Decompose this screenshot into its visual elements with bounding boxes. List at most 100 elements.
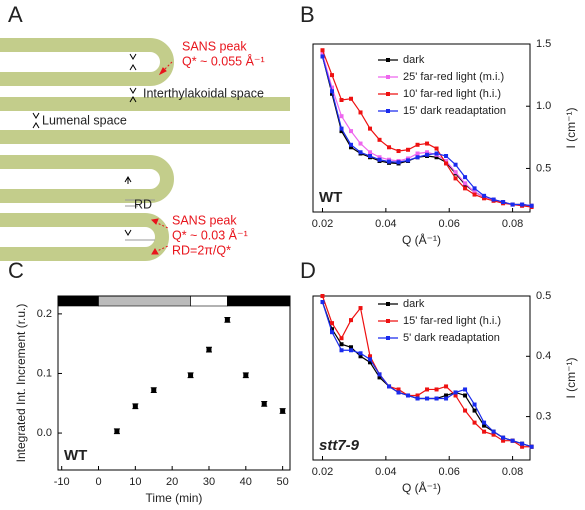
y-tick-label: 0.1 (37, 367, 52, 379)
y-axis-label: Integrated Int. Increment (r.u.) (14, 304, 28, 463)
point (463, 408, 468, 413)
point (330, 321, 335, 326)
arrows (32, 53, 155, 241)
point (377, 137, 382, 142)
legend-marker (386, 75, 390, 79)
point (406, 393, 411, 398)
y-tick-label: 1.0 (536, 100, 551, 112)
point (339, 348, 344, 353)
legend-label: dark (403, 54, 425, 66)
point (520, 444, 525, 449)
x-tick-label: 0.08 (502, 218, 523, 230)
point (501, 200, 506, 205)
legend-label: 10' far-red light (h.i.) (403, 88, 501, 100)
x-axis-label: Time (min) (146, 491, 203, 505)
point (463, 181, 468, 186)
point (434, 146, 439, 151)
point (224, 317, 230, 323)
point (453, 170, 458, 175)
inset-label: stt7-9 (319, 437, 360, 454)
panel-letter: D (300, 258, 316, 283)
point (520, 202, 525, 207)
point (320, 300, 325, 305)
point (434, 387, 439, 392)
point (444, 161, 449, 166)
point (463, 175, 468, 180)
point (529, 203, 534, 208)
phase-bar (227, 295, 291, 307)
x-tick-label: 0.02 (312, 218, 333, 230)
point (320, 54, 325, 59)
point (396, 387, 401, 392)
plot-frame (312, 295, 531, 461)
point (387, 159, 392, 164)
point (330, 91, 335, 96)
x-tick-label: 0 (95, 476, 101, 488)
x-tick-label: -10 (54, 476, 70, 488)
point (387, 384, 392, 389)
thylakoid (0, 97, 290, 144)
point (330, 327, 335, 332)
point (444, 158, 449, 163)
legend-label: dark (403, 298, 425, 310)
point (453, 390, 458, 395)
point (444, 154, 449, 158)
point (280, 408, 286, 414)
point (339, 129, 344, 134)
point (406, 158, 411, 163)
point (472, 408, 477, 413)
point (529, 444, 534, 449)
point (472, 186, 477, 191)
point (396, 149, 401, 154)
x-tick-label: 30 (203, 476, 215, 488)
point (339, 126, 344, 131)
y-tick-label: 0.4 (536, 350, 551, 362)
legend-marker (386, 109, 390, 113)
panel-letter: B (300, 2, 315, 27)
point (463, 387, 468, 392)
plot-frame (312, 43, 531, 213)
point (453, 393, 458, 398)
point (472, 420, 477, 425)
point (320, 294, 325, 298)
point (368, 126, 373, 131)
point (425, 387, 430, 392)
x-tick-label: 20 (166, 476, 178, 488)
point (425, 152, 430, 157)
legend-label: 5' dark readaptation (403, 332, 500, 344)
legend-marker (386, 302, 390, 306)
point (368, 354, 373, 359)
point (425, 150, 430, 155)
point (320, 48, 325, 53)
point (453, 162, 458, 167)
point (243, 372, 249, 378)
x-tick-label: 40 (240, 476, 252, 488)
thylakoid (0, 38, 174, 86)
x-tick-label: 50 (277, 476, 289, 488)
legend-marker (386, 92, 390, 96)
point (482, 420, 487, 425)
phase-bar (190, 295, 228, 307)
point (358, 354, 363, 359)
x-tick-label: 0.06 (439, 218, 460, 230)
point (501, 435, 506, 440)
point (415, 155, 420, 160)
point (510, 438, 515, 443)
thylakoid (0, 213, 169, 261)
point (358, 150, 363, 155)
x-axis-label: Q (Å⁻¹) (402, 480, 441, 495)
point (444, 393, 449, 398)
point (349, 145, 354, 150)
label: Interthylakoidal space (143, 86, 264, 100)
legend-label: 15' far-red light (h.i.) (403, 315, 501, 327)
x-tick-label: 0.06 (439, 466, 460, 478)
point (330, 89, 335, 94)
point (368, 360, 373, 365)
phase-bar (57, 295, 99, 307)
point (482, 193, 487, 198)
point (434, 151, 439, 156)
point (463, 186, 468, 191)
point (444, 396, 449, 401)
